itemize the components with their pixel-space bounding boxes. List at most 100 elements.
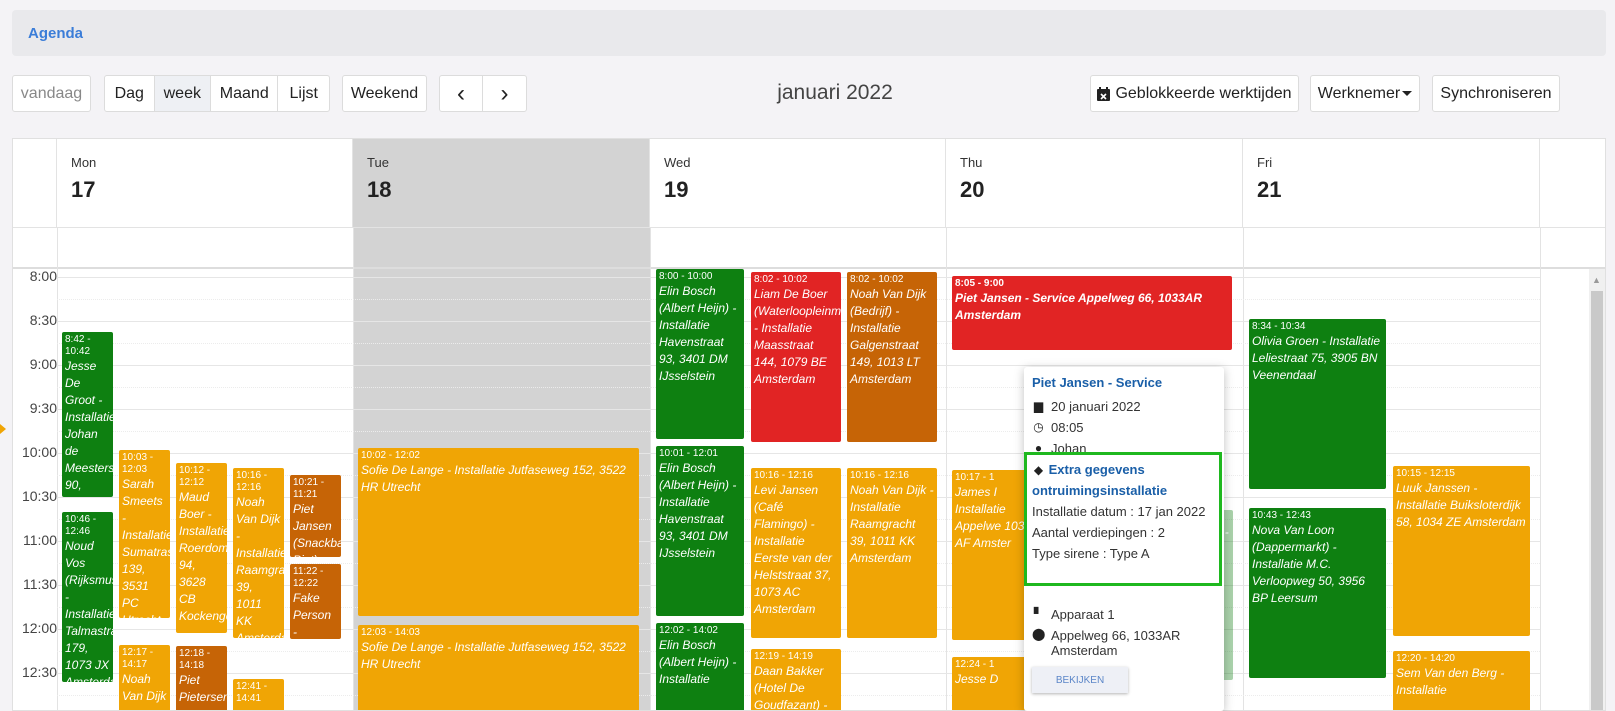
scrollbar-thumb[interactable] [1591, 291, 1603, 710]
calendar-event[interactable]: 8:05 - 9:00 Piet Jansen - Service Appelwe… [952, 276, 1232, 350]
day-header-fri[interactable]: Fri 21 [1243, 139, 1540, 227]
calendar-event[interactable]: 8:42 - 10:42 Jesse De Groot - Installatie… [62, 332, 113, 497]
calendar-event[interactable]: 10:16 - 12:16 Levi Jansen (Café Flamingo)… [751, 468, 841, 638]
event-time: 12:41 - 14:41 [236, 681, 268, 704]
event-title: Elin Bosch (Albert Heijn) - Installatie … [659, 461, 737, 560]
event-time: 11:22 - 12:22 [293, 566, 324, 589]
calendar-event[interactable]: 8:34 - 10:34 Olivia Groen - Installatie L… [1249, 319, 1386, 489]
event-title: James I Installatie Appelwe 1033 AF Amst… [955, 485, 1032, 550]
popover-address: Appelweg 66, 1033AR Amsterdam [1051, 628, 1181, 658]
current-period-title: januari 2022 [777, 81, 893, 104]
time-label: 12:30 [21, 664, 57, 680]
weekend-toggle-button[interactable]: Weekend [342, 75, 427, 112]
calendar-event[interactable]: 10:02 - 12:02 Sofie De Lange - Installati… [358, 448, 639, 616]
today-button[interactable]: vandaag [12, 75, 91, 112]
week-calendar: Mon 17 Tue 18 Wed 19 Thu 20 Fri 21 8:00 8… [12, 138, 1606, 711]
view-event-button[interactable]: BEKIJKEN [1032, 667, 1128, 693]
day-name: Thu [960, 155, 983, 170]
employee-dropdown[interactable]: Werknemer [1310, 75, 1420, 112]
day-header-thu[interactable]: Thu 20 [946, 139, 1243, 227]
chevron-right-icon: › [500, 79, 509, 107]
employee-dropdown-label: Werknemer [1317, 84, 1401, 102]
calendar-times-icon [1097, 86, 1111, 101]
event-time: 10:01 - 12:01 [659, 448, 718, 459]
view-list-button[interactable]: Lijst [289, 84, 318, 102]
next-week-button[interactable]: › [483, 76, 526, 111]
calendar-event[interactable]: 12:17 - 14:17 Noah Van Dijk [119, 645, 170, 710]
event-time: 10:16 - 12:16 [850, 470, 909, 481]
paint-roller-icon: ▘ [1033, 607, 1044, 621]
event-time: 12:19 - 14:19 [754, 651, 813, 662]
popover-extra-line: Aantal verdiepingen : 2 [1032, 525, 1165, 540]
scroll-up-icon[interactable]: ▲ [1592, 275, 1601, 285]
calendar-event[interactable]: 12:19 - 14:19 Daan Bakker (Hotel De Goudf… [751, 649, 841, 710]
time-label: 9:00 [29, 356, 57, 372]
event-title: Luuk Janssen - Installatie Buiksloterdij… [1396, 481, 1526, 529]
event-title: Elin Bosch (Albert Heijn) - Installatie [659, 638, 737, 686]
event-time: 8:00 - 10:00 [659, 271, 713, 282]
day-header-wed[interactable]: Wed 19 [650, 139, 946, 227]
day-header-tue[interactable]: Tue 18 [353, 139, 650, 227]
time-gutter-header [13, 139, 57, 227]
calendar-event[interactable]: 10:16 - 12:16 Noah Van Dijk - Installatie… [233, 468, 284, 638]
page-header: Agenda [12, 10, 1606, 56]
synchronize-button[interactable]: Synchroniseren [1432, 75, 1560, 112]
calendar-event[interactable]: 12:03 - 14:03 Sofie De Lange - Installati… [358, 625, 639, 710]
popover-extra-title: ◆ Extra gegevens ontruimingsinstallatie [1032, 459, 1214, 501]
event-title: Piet Jansen - Service Appelweg 66, 1033A… [955, 291, 1203, 322]
popover-extra-line: Type sirene : Type A [1032, 546, 1150, 561]
event-title: Sofie De Lange - Installatie Jutfaseweg … [361, 463, 626, 494]
clock-icon: ◷ [1033, 420, 1044, 434]
event-time: 10:17 - 1 [955, 472, 995, 483]
time-label: 11:00 [23, 532, 57, 548]
calendar-event[interactable]: 10:15 - 12:15 Luuk Janssen - Installatie … [1393, 466, 1530, 636]
event-title: Noah Van Dijk (Bedrijf) - Installatie Ga… [850, 287, 927, 386]
prev-week-button[interactable]: ‹ [440, 76, 484, 111]
event-title: Olivia Groen - Installatie Leliestraat 7… [1252, 334, 1381, 382]
event-title: Sofie De Lange - Installatie Jutfaseweg … [361, 640, 626, 671]
popover-device: Apparaat 1 [1051, 607, 1115, 622]
column-divider [946, 227, 947, 710]
time-label: 11:30 [23, 576, 57, 592]
event-title: Maud Boer - Installatie Roerdompstraat 9… [179, 490, 227, 623]
event-time: 12:20 - 14:20 [1396, 653, 1455, 664]
blocked-hours-button[interactable]: Geblokkeerde werktijden [1090, 75, 1299, 112]
day-header-mon[interactable]: Mon 17 [57, 139, 353, 227]
event-time: 10:12 - 12:12 [179, 465, 211, 488]
calendar-event[interactable]: 10:12 - 12:12 Maud Boer - Installatie Roe… [176, 463, 227, 633]
event-time: 10:02 - 12:02 [361, 450, 420, 461]
nav-buttons: ‹ › [439, 75, 527, 112]
view-month-button[interactable]: Maand [211, 76, 279, 111]
calendar-scrollbar[interactable]: ▲ [1589, 269, 1605, 710]
event-title: Sarah Smeets - Installatie Sumatrastraat… [122, 477, 170, 618]
event-time: 12:24 - 1 [955, 659, 995, 670]
calendar-event[interactable]: 12:02 - 14:02 Elin Bosch (Albert Heijn) -… [656, 623, 744, 710]
event-time: 8:02 - 10:02 [754, 274, 808, 285]
calendar-event[interactable]: 10:03 - 12:03 Sarah Smeets - Installatie … [119, 450, 170, 618]
tag-icon: ◆ [1033, 463, 1044, 477]
all-day-row[interactable] [13, 227, 1605, 269]
view-day-button[interactable]: Dag [105, 76, 155, 111]
calendar-event[interactable]: 10:01 - 12:01 Elin Bosch (Albert Heijn) -… [656, 446, 744, 616]
all-day-cell-tue[interactable] [353, 227, 650, 269]
column-divider [1243, 227, 1244, 710]
event-time: 8:42 - 10:42 [65, 334, 91, 357]
event-title: Noah Van Dijk - Installatie Raamgracht 3… [850, 483, 934, 565]
calendar-event[interactable]: 12:41 - 14:41 [233, 679, 284, 710]
calendar-event[interactable]: 8:02 - 10:02 Liam De Boer (Waterloopleinm… [751, 272, 841, 442]
event-time: 12:03 - 14:03 [361, 627, 420, 638]
calendar-event[interactable]: 10:43 - 12:43 Nova Van Loon (Dappermarkt)… [1249, 508, 1386, 678]
calendar-event[interactable]: 12:18 - 14:18 Piet Pietersen [176, 646, 227, 710]
calendar-event[interactable]: 8:00 - 10:00 Elin Bosch (Albert Heijn) - … [656, 269, 744, 439]
time-label: 8:00 [29, 268, 57, 284]
event-time: 10:15 - 12:15 [1396, 468, 1455, 479]
view-week-button[interactable]: week [154, 76, 212, 111]
calendar-event[interactable]: 10:16 - 12:16 Noah Van Dijk - Installatie… [847, 468, 937, 638]
event-time: 10:21 - 11:21 [293, 477, 325, 500]
calendar-event[interactable]: 8:02 - 10:02 Noah Van Dijk (Bedrijf) - In… [847, 272, 937, 442]
page-title: Agenda [28, 25, 84, 42]
calendar-event[interactable]: 12:20 - 14:20 Sem Van den Berg - Installa… [1393, 651, 1530, 710]
